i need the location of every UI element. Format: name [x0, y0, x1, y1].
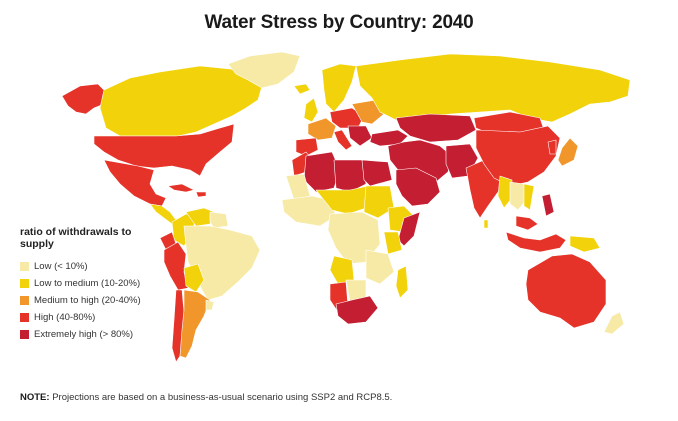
legend-label-low-to-medium: Low to medium (10-20%) [34, 278, 141, 289]
legend-swatch-high [20, 313, 29, 322]
region-sri-lanka [483, 219, 489, 229]
legend-swatch-extremely-high [20, 330, 29, 339]
legend-item-high: High (40-80%) [20, 309, 180, 326]
region-malaysia [515, 215, 539, 231]
legend-label-medium-to-high: Medium to high (20-40%) [34, 295, 141, 306]
legend-item-extremely-high: Extremely high (> 80%) [20, 326, 180, 343]
region-west-africa [281, 195, 337, 227]
legend-label-low: Low (< 10%) [34, 261, 88, 272]
region-united-kingdom [303, 97, 319, 123]
region-argentina [179, 289, 211, 359]
legend-swatch-low [20, 262, 29, 271]
region-kazakhstan [395, 113, 477, 143]
region-russia [355, 53, 631, 123]
region-iberia [295, 137, 319, 157]
region-east-africa [365, 249, 395, 285]
footnote-prefix: NOTE: [20, 392, 50, 403]
region-myanmar [497, 175, 513, 209]
region-france [307, 117, 337, 141]
footnote: NOTE: Projections are based on a busines… [20, 392, 392, 403]
region-japan [557, 137, 579, 167]
region-peru [163, 241, 189, 291]
region-central-america [149, 203, 177, 225]
region-bolivia [183, 263, 205, 293]
legend-item-medium-to-high: Medium to high (20-40%) [20, 292, 180, 309]
region-new-guinea [569, 235, 601, 253]
region-china [475, 125, 561, 187]
legend-title: ratio of withdrawals to supply [20, 226, 132, 250]
region-south-africa [335, 295, 379, 325]
legend-label-high: High (40-80%) [34, 312, 96, 323]
region-kenya [383, 231, 403, 255]
region-indonesia [505, 231, 567, 253]
legend-label-extremely-high: Extremely high (> 80%) [34, 329, 133, 340]
region-egypt [361, 159, 393, 187]
region-scandinavia [321, 63, 357, 113]
region-madagascar [395, 265, 409, 299]
region-mexico [103, 159, 167, 207]
region-saudi-arabia [395, 167, 441, 207]
map-title: Water Stress by Country: 2040 [204, 12, 474, 33]
region-new-zealand [603, 311, 625, 335]
region-iceland [293, 83, 311, 95]
region-guianas [209, 211, 229, 229]
region-united-states [93, 123, 235, 177]
region-hispaniola [195, 191, 207, 198]
footnote-text: Projections are based on a business-as-u… [52, 392, 393, 403]
legend-item-low-to-medium: Low to medium (10-20%) [20, 275, 180, 292]
region-eastern-europe [351, 99, 385, 125]
region-cuba [167, 183, 195, 193]
region-australia [525, 253, 607, 329]
region-balkans [347, 125, 373, 147]
legend-swatch-low-to-medium [20, 279, 29, 288]
legend-swatch-medium-to-high [20, 296, 29, 305]
map-legend: ratio of withdrawals to supply Low (< 10… [20, 226, 180, 343]
region-philippines [541, 193, 555, 217]
region-canada [99, 65, 263, 137]
region-sudan [363, 185, 395, 219]
region-italy [333, 129, 353, 151]
region-libya [333, 159, 367, 193]
legend-items: Low (< 10%) Low to medium (10-20%) Mediu… [20, 258, 180, 343]
region-uruguay [205, 299, 215, 311]
region-thailand [509, 181, 529, 211]
region-alaska [61, 83, 107, 115]
region-korea [547, 139, 557, 155]
region-greenland [227, 51, 301, 89]
region-vietnam [523, 183, 535, 211]
legend-item-low: Low (< 10%) [20, 258, 180, 275]
